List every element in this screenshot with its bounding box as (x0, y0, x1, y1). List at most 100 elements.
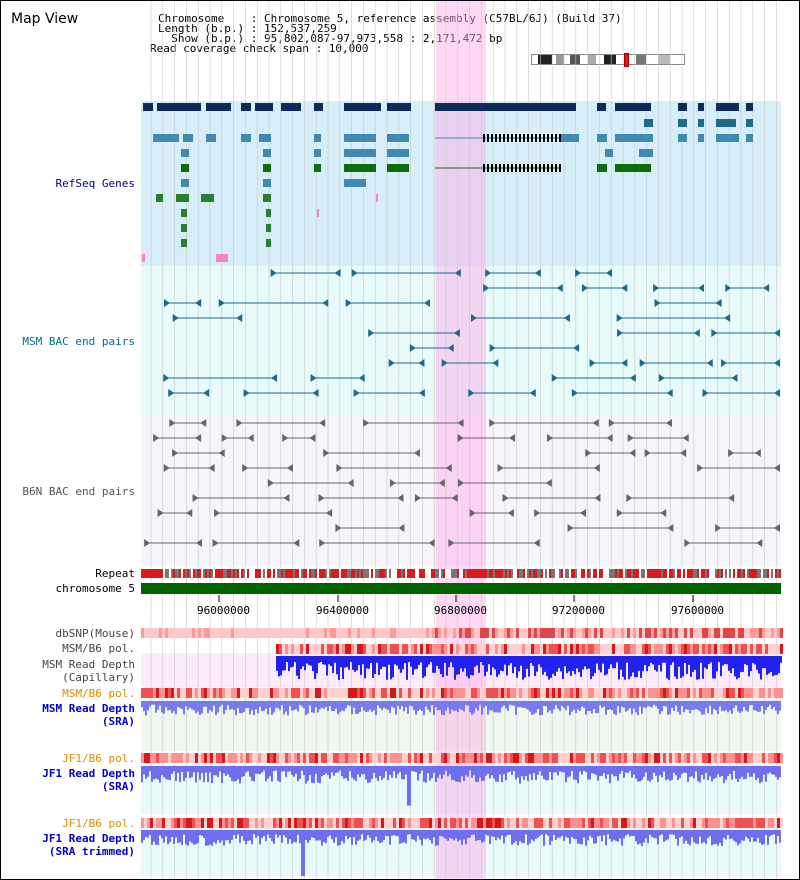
jf1-pol-density (765, 753, 768, 763)
jf1-trimmed-depth-bar (613, 830, 615, 840)
jf1-sra-depth-bar (147, 766, 149, 777)
jf1-pol-density (441, 753, 444, 763)
repeat-segment (523, 569, 525, 578)
msm-sra-depth-bar (593, 701, 595, 709)
repeat-segment (567, 569, 569, 578)
msm-sra-depth-bar (509, 701, 511, 705)
repeat-segment (573, 569, 575, 578)
jf1-sra-depth-bar (583, 766, 585, 771)
jf1-trimmed-depth-bar (377, 830, 379, 841)
jf1-pol-density (291, 753, 294, 763)
jf1-trimmed-depth-bar (757, 830, 759, 838)
b6n-bac-pair-end (414, 494, 421, 502)
repeat-segment (515, 569, 517, 578)
gene-exon (317, 209, 319, 217)
msm-sra-depth-bar (357, 701, 359, 714)
jf1-sra-depth-bar (755, 766, 757, 781)
dbsnp-density (612, 628, 615, 638)
msm-capillary-depth-bar (378, 656, 380, 675)
jf1-sra-depth-bar (669, 766, 671, 781)
jf1-sra-depth-bar (465, 766, 467, 776)
jf1-pol-density (201, 753, 204, 763)
jf1-pol-density (618, 753, 621, 763)
msm-capillary-depth-bar (704, 656, 706, 668)
msm-sra-depth-bar (525, 701, 527, 709)
jf1-sra-depth-bar (487, 766, 489, 774)
msm-capillary-depth-bar (388, 656, 390, 665)
msm-capillary-depth-bar (740, 656, 742, 673)
dbsnp-density (213, 628, 216, 638)
msm-capillary-depth-bar (396, 656, 398, 666)
jf1-pol-density-2 (639, 818, 642, 828)
msm-sra-depth-bar (517, 701, 519, 708)
jf1-sra-depth-bar (491, 766, 493, 776)
gene-exon (181, 149, 189, 157)
msm-sra-depth-bar (469, 701, 471, 713)
msm-capillary-depth-bar (594, 656, 596, 674)
repeat-segment (591, 569, 593, 578)
jf1-sra-depth-bar (597, 766, 599, 781)
msm-sra-depth-bar (387, 701, 389, 710)
msm-capillary-depth-bar (716, 656, 718, 672)
jf1-trimmed-depth-bar (181, 830, 183, 845)
msm-sra-depth-bar (731, 701, 733, 714)
jf1-sra-depth-bar (277, 766, 279, 781)
chromosome-ideogram[interactable] (531, 53, 685, 67)
msm-capillary-depth-bar (530, 656, 532, 664)
msm-sra-depth-bar (483, 701, 485, 708)
dbsnp-density (444, 628, 447, 638)
dbsnp-density (378, 628, 381, 638)
msm-pol-density-2 (504, 688, 507, 698)
jf1-sra-depth-bar (291, 766, 293, 775)
dbsnp-density (699, 628, 702, 638)
msm-pol-density (285, 644, 288, 654)
jf1-pol-density (246, 753, 249, 763)
jf1-pol-density (363, 753, 366, 763)
msm-pol-density (738, 644, 741, 654)
msm-pol-density (426, 644, 429, 654)
gene-exon (344, 164, 376, 172)
dbsnp-density (528, 628, 531, 638)
jf1-pol-density (678, 753, 681, 763)
msm-sra-depth-bar (417, 701, 419, 712)
msm-pol-density-2 (339, 688, 342, 698)
msm-capillary-depth-bar (430, 656, 432, 663)
msm-pol-density-2 (606, 688, 609, 698)
msm-sra-depth-bar (373, 701, 375, 711)
msm-sra-depth-bar (701, 701, 703, 715)
jf1-pol-density (216, 753, 219, 763)
repeat-segment (227, 569, 229, 578)
jf1-sra-depth-bar (619, 766, 621, 774)
jf1-trimmed-depth-bar (361, 830, 363, 835)
repeat-segment (731, 569, 733, 578)
msm-capillary-depth-bar (542, 656, 544, 675)
repeat-segment (371, 569, 373, 578)
jf1-sra-depth-bar (621, 766, 623, 771)
repeat-segment (747, 569, 749, 578)
msm-capillary-depth-bar (482, 656, 484, 666)
jf1-sra-depth-bar (567, 766, 569, 778)
msm-capillary-depth-bar (722, 656, 724, 666)
repeat-segment (777, 569, 779, 578)
jf1-trimmed-depth-bar (353, 830, 355, 838)
jf1-sra-depth-bar (263, 766, 265, 771)
dbsnp-density (615, 628, 618, 638)
msm-sra-depth-bar (645, 701, 647, 709)
msm-pol-density-2 (705, 688, 708, 698)
jf1-pol-density (585, 753, 588, 763)
repeat-segment (499, 569, 501, 578)
msm-sra-depth-bar (757, 701, 759, 712)
msm-pol-density (447, 644, 450, 654)
jf1-sra-depth-bar (599, 766, 601, 777)
dbsnp-density (345, 628, 348, 638)
jf1-pol-density-2 (471, 818, 474, 828)
b6n-bac-pair-end (267, 479, 274, 487)
jf1-trimmed-depth-bar (289, 830, 291, 840)
msm-pol-density (606, 644, 609, 654)
msm-capillary-depth-bar (720, 656, 722, 677)
msm-pol-density-2 (159, 688, 162, 698)
b6n-bac-pair-end (157, 509, 164, 517)
gene-exon (263, 179, 271, 187)
msm-capillary-depth-bar (504, 656, 506, 665)
